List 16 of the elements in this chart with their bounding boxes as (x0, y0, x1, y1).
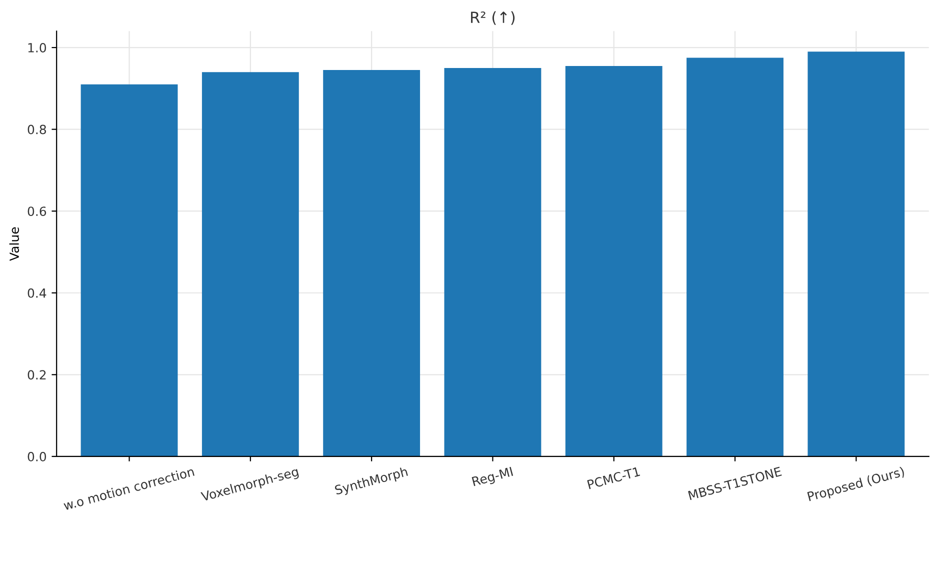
bar (444, 68, 542, 456)
x-tick-label: Reg-MI (472, 466, 514, 489)
chart-title: R² (↑) (471, 11, 515, 25)
bar (323, 70, 420, 456)
y-tick-label: 0.4 (28, 288, 46, 298)
y-axis-title: Value (9, 227, 19, 261)
bar (808, 52, 905, 456)
bar (202, 72, 299, 456)
bar (80, 84, 178, 456)
y-tick-label: 1.0 (28, 43, 46, 52)
bar (565, 66, 662, 456)
y-tick-label: 0.8 (28, 124, 46, 134)
y-tick-label: 0.6 (28, 206, 46, 216)
bar (686, 58, 784, 456)
y-tick-label: 0.2 (28, 370, 46, 380)
y-tick-label: 0.0 (28, 452, 46, 462)
